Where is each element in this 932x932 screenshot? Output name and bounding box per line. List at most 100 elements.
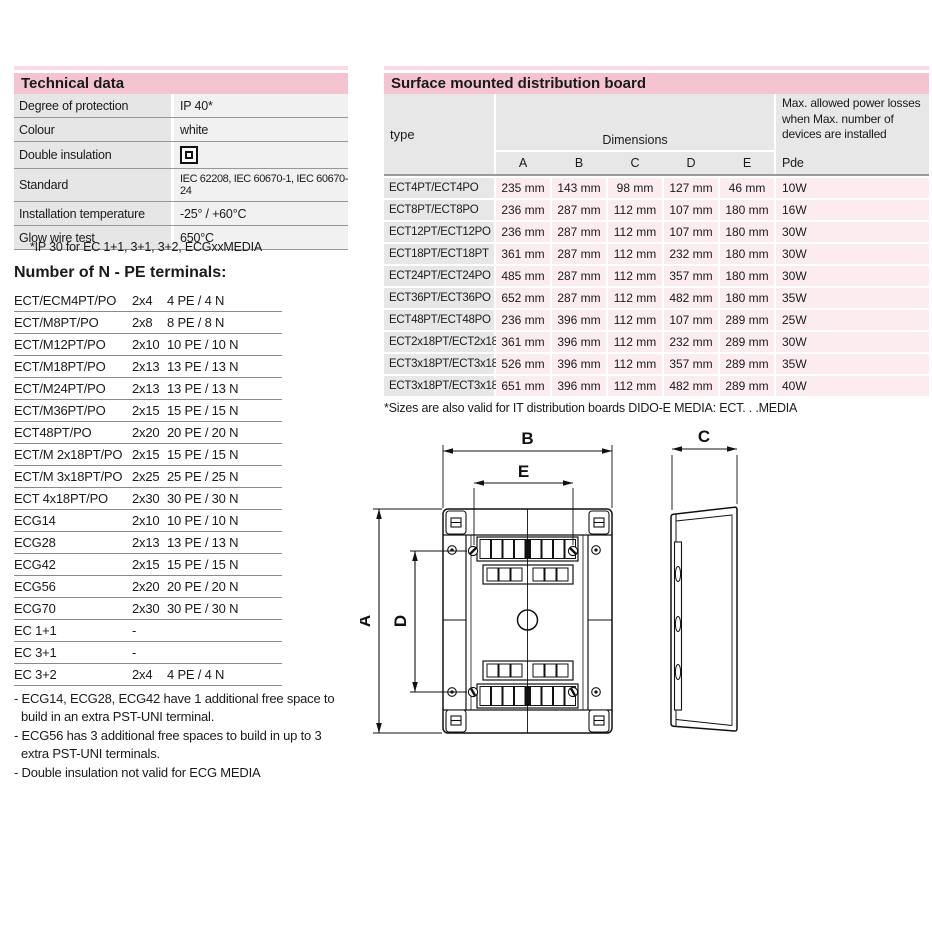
cell-dim-c: 112 mm xyxy=(608,200,662,220)
terminal-name: ECG70 xyxy=(14,601,56,616)
table-row: ECT48PT/ECT48PO 236 mm 396 mm 112 mm 107… xyxy=(384,310,929,330)
table-row: EC 1+1 - xyxy=(14,620,282,642)
column-header-dimension-letter: C xyxy=(608,152,662,174)
table-row: ECT/M18PT/PO 2x13 13 PE / 13 N xyxy=(14,356,282,378)
cell-dim-c: 112 mm xyxy=(608,222,662,242)
cell-pde: 35W xyxy=(776,354,929,374)
table-row: ECT/M 2x18PT/PO 2x15 15 PE / 15 N xyxy=(14,444,282,466)
column-header-dimension-letter: A xyxy=(496,152,550,174)
table-row: ECG28 2x13 13 PE / 13 N xyxy=(14,532,282,554)
cell-type: ECT3x18PT/ECT3x18PO xyxy=(384,376,514,396)
cell-dim-c: 112 mm xyxy=(608,244,662,264)
column-header-dimension-letter: B xyxy=(552,152,606,174)
dimension-label-a: A xyxy=(360,615,374,627)
cell-type: ECT36PT/ECT36PO xyxy=(384,288,494,308)
table-row: ECT/M24PT/PO 2x13 13 PE / 13 N xyxy=(14,378,282,400)
table-row: Installation temperature -25° / +60°C xyxy=(14,202,348,226)
extension-lines xyxy=(373,445,738,734)
cell-pde: 16W xyxy=(776,200,929,220)
terminal-pe-count: 13 PE / 13 N xyxy=(167,359,239,374)
table-row: Standard IEC 62208, IEC 60670-1, IEC 606… xyxy=(14,169,348,202)
table-row: ECT2x18PT/ECT2x18PO 361 mm 396 mm 112 mm… xyxy=(384,332,929,352)
tech-label: Glow wire test xyxy=(14,226,171,249)
distribution-board-drawing: B E C A D xyxy=(360,427,738,734)
tech-table-footnote: *IP 30 for EC 1+1, 3+1, 3+2, ECGxxMEDIA xyxy=(30,240,263,254)
terminal-qty: - xyxy=(132,645,137,660)
cell-pde: 25W xyxy=(776,310,929,330)
cell-dim-e: 289 mm xyxy=(720,332,774,352)
column-header-power: Max. allowed power losses when Max. numb… xyxy=(776,94,929,174)
terminal-name: ECT/M24PT/PO xyxy=(14,381,106,396)
table-row: ECT3x18PT/ECT3x18PO 526 mm 396 mm 112 mm… xyxy=(384,354,929,374)
dimension-drawing: B E C A D xyxy=(360,424,786,774)
cell-type: ECT48PT/ECT48PO xyxy=(384,310,494,330)
terminal-qty: - xyxy=(132,623,137,638)
table-row: ECT4PT/ECT4PO 235 mm 143 mm 98 mm 127 mm… xyxy=(384,178,929,198)
terminal-qty: 2x13 xyxy=(132,535,160,550)
cell-dim-b: 396 mm xyxy=(552,310,606,330)
tech-value: IP 40* xyxy=(174,94,348,117)
cell-dim-d: 107 mm xyxy=(664,310,718,330)
terminal-name: ECT/M 2x18PT/PO xyxy=(14,447,123,462)
terminal-name: ECT/M8PT/PO xyxy=(14,315,99,330)
cell-dim-d: 127 mm xyxy=(664,178,718,198)
terminal-pe-count: 10 PE / 10 N xyxy=(167,513,239,528)
cell-dim-a: 651 mm xyxy=(496,376,550,396)
terminal-name: ECG14 xyxy=(14,513,56,528)
terminal-pe-count: 25 PE / 25 N xyxy=(167,469,239,484)
table-row: Degree of protection IP 40* xyxy=(14,94,348,118)
terminal-qty: 2x25 xyxy=(132,469,160,484)
terminals-title: Number of N - PE terminals: xyxy=(14,264,227,281)
cell-pde: 30W xyxy=(776,332,929,352)
tech-label: Degree of protection xyxy=(14,94,171,117)
cell-dim-e: 289 mm xyxy=(720,376,774,396)
terminal-qty: 2x15 xyxy=(132,403,160,418)
technical-data-table: Degree of protection IP 40* Colour white… xyxy=(14,94,348,250)
table-row: ECT/ECM4PT/PO 2x4 4 PE / 4 N xyxy=(14,290,282,312)
tech-table-title: Technical data xyxy=(14,73,348,94)
terminal-name: ECG28 xyxy=(14,535,56,550)
terminal-pe-count: 13 PE / 13 N xyxy=(167,535,239,550)
terminal-qty: 2x30 xyxy=(132,601,160,616)
center-knockout xyxy=(516,609,539,631)
table-row: EC 3+1 - xyxy=(14,642,282,664)
terminal-pe-count: 13 PE / 13 N xyxy=(167,381,239,396)
tech-label: Double insulation xyxy=(14,142,171,168)
table-row: ECG70 2x30 30 PE / 30 N xyxy=(14,598,282,620)
terminal-pe-count: 4 PE / 4 N xyxy=(167,293,225,308)
cell-dim-d: 357 mm xyxy=(664,266,718,286)
terminal-qty: 2x8 xyxy=(132,315,153,330)
cell-dim-b: 287 mm xyxy=(552,288,606,308)
cell-dim-e: 180 mm xyxy=(720,200,774,220)
table-row: ECT/M36PT/PO 2x15 15 PE / 15 N xyxy=(14,400,282,422)
cell-dim-a: 236 mm xyxy=(496,222,550,242)
cell-pde: 10W xyxy=(776,178,929,198)
corner-clips xyxy=(445,510,610,733)
table-row: ECT/M8PT/PO 2x8 8 PE / 8 N xyxy=(14,312,282,334)
cell-dim-e: 289 mm xyxy=(720,354,774,374)
cell-dim-e: 180 mm xyxy=(720,266,774,286)
cell-dim-d: 232 mm xyxy=(664,244,718,264)
table-row: ECT/M12PT/PO 2x10 10 PE / 10 N xyxy=(14,334,282,356)
note-item: - Double insulation not valid for ECG ME… xyxy=(14,764,261,780)
terminal-name: EC 3+1 xyxy=(14,645,57,660)
cell-dim-d: 482 mm xyxy=(664,288,718,308)
cell-dim-a: 361 mm xyxy=(496,244,550,264)
table-row: ECT48PT/PO 2x20 20 PE / 20 N xyxy=(14,422,282,444)
cell-dim-c: 112 mm xyxy=(608,266,662,286)
terminal-pe-count: 15 PE / 15 N xyxy=(167,447,239,462)
dimension-label-b: B xyxy=(521,429,533,448)
cell-dim-b: 396 mm xyxy=(552,354,606,374)
terminal-qty: 2x13 xyxy=(132,359,160,374)
dist-table-top-strip xyxy=(384,66,929,70)
cell-dim-c: 112 mm xyxy=(608,354,662,374)
cell-dim-a: 235 mm xyxy=(496,178,550,198)
cell-dim-b: 287 mm xyxy=(552,266,606,286)
terminal-name: ECG42 xyxy=(14,557,56,572)
dimension-letter-headers: A B C D E xyxy=(496,152,774,174)
terminal-qty: 2x15 xyxy=(132,447,160,462)
cell-dim-c: 112 mm xyxy=(608,310,662,330)
terminal-pe-count: 4 PE / 4 N xyxy=(167,667,225,682)
cell-dim-a: 485 mm xyxy=(496,266,550,286)
